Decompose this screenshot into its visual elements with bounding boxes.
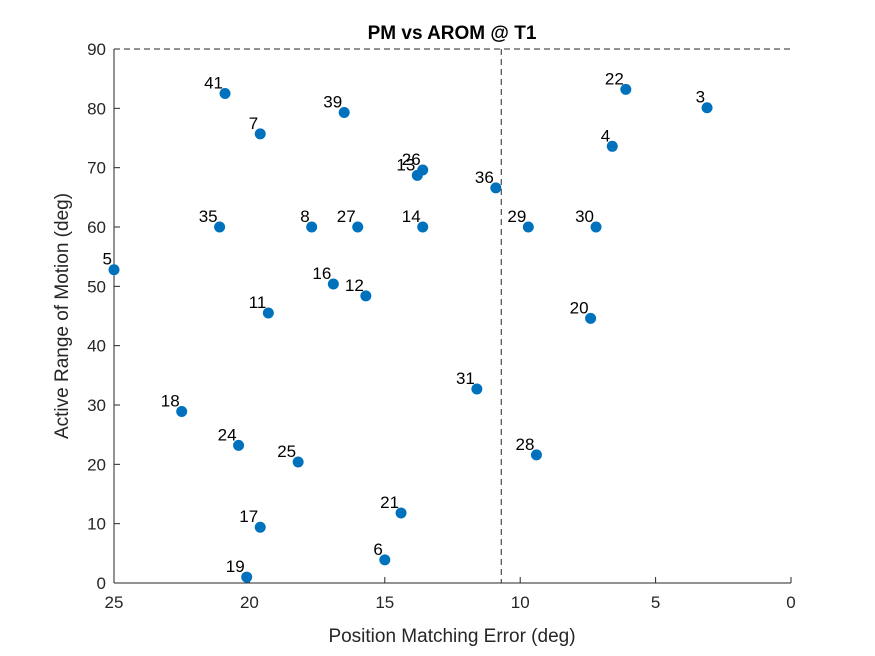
data-point-label: 29 (507, 207, 526, 226)
x-ticks: 25 20 15 10 5 0 (105, 577, 796, 612)
data-point (306, 221, 318, 233)
x-tick-label: 10 (511, 593, 530, 612)
data-point (590, 221, 602, 233)
data-point (214, 221, 226, 233)
y-tick-label: 90 (87, 40, 106, 59)
data-point-label: 6 (373, 540, 382, 559)
data-point-label: 31 (456, 369, 475, 388)
data-point-label: 25 (277, 442, 296, 461)
y-tick-label: 50 (87, 277, 106, 296)
data-point (471, 383, 483, 395)
data-point-label: 21 (380, 493, 399, 512)
chart-title: PM vs AROM @ T1 (368, 23, 537, 44)
data-point (254, 128, 266, 140)
data-point-label: 28 (516, 435, 535, 454)
data-point (360, 290, 372, 302)
data-point (262, 307, 274, 319)
plot-area (113, 48, 791, 584)
y-axis-label: Active Range of Motion (deg) (52, 193, 73, 439)
data-point-label: 24 (218, 425, 237, 444)
x-tick-label: 25 (105, 593, 124, 612)
data-point-label: 8 (300, 207, 309, 226)
data-point (108, 264, 120, 276)
data-point (395, 507, 407, 519)
y-tick-label: 40 (87, 337, 106, 356)
data-point-label: 7 (249, 114, 258, 133)
data-point (606, 140, 618, 152)
data-point-label: 17 (239, 507, 258, 526)
y-tick-label: 10 (87, 515, 106, 534)
data-point-label: 35 (199, 207, 218, 226)
data-point (352, 221, 364, 233)
data-point-label: 30 (575, 207, 594, 226)
data-point (530, 449, 542, 461)
data-point (490, 182, 502, 194)
data-point-label: 20 (570, 298, 589, 317)
data-point (254, 521, 266, 533)
x-axis-label: Position Matching Error (deg) (328, 626, 575, 647)
data-point (585, 312, 597, 324)
data-point (701, 102, 713, 114)
x-tick-label: 15 (375, 593, 394, 612)
data-point-label: 13 (396, 155, 415, 174)
data-point (417, 221, 429, 233)
data-point (233, 439, 245, 451)
data-point (327, 278, 339, 290)
data-point-label: 41 (204, 74, 223, 93)
data-point (620, 83, 632, 95)
y-tick-label: 30 (87, 396, 106, 415)
data-point (411, 169, 423, 181)
data-point (241, 571, 253, 583)
data-point (338, 106, 350, 118)
data-point-label: 22 (605, 69, 624, 88)
y-ticks: 0 10 20 30 40 50 60 70 80 90 (87, 40, 120, 593)
data-point-label: 11 (249, 293, 267, 312)
data-point-label: 4 (601, 126, 610, 145)
data-point-label: 18 (161, 392, 180, 411)
data-point-label: 14 (402, 207, 421, 226)
data-point-label: 27 (337, 207, 356, 226)
data-point (522, 221, 534, 233)
data-point-label: 12 (345, 276, 364, 295)
x-tick-label: 20 (240, 593, 259, 612)
y-tick-label: 70 (87, 159, 106, 178)
data-point-label: 26 (402, 150, 421, 169)
data-point-label: 39 (323, 92, 342, 111)
x-tick-label: 5 (651, 593, 660, 612)
data-point (292, 456, 304, 468)
data-point (219, 88, 231, 99)
data-point-label: 36 (475, 168, 494, 187)
y-tick-label: 60 (87, 218, 106, 237)
data-point-label: 3 (696, 88, 705, 107)
y-tick-label: 80 (87, 99, 106, 118)
x-tick-label: 0 (786, 593, 795, 612)
data-point-label: 19 (226, 557, 245, 576)
y-tick-label: 20 (87, 455, 106, 474)
data-point (379, 554, 391, 566)
data-point-label: 5 (103, 250, 112, 269)
y-tick-label: 0 (97, 574, 106, 593)
data-point (176, 406, 188, 418)
data-point-label: 16 (312, 264, 331, 283)
